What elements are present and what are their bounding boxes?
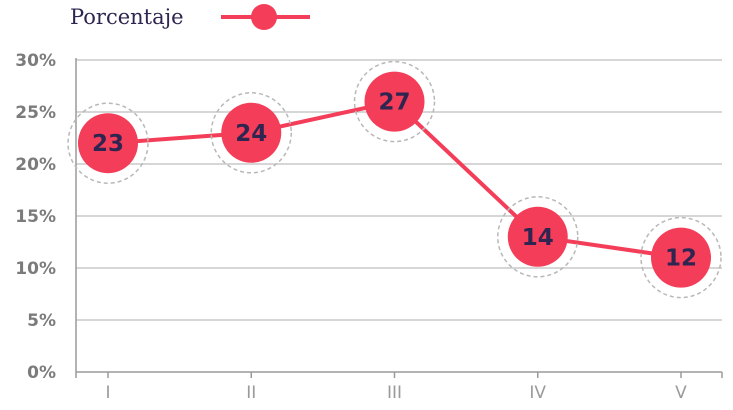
y-tick-label: 15% — [15, 207, 56, 227]
x-tick-label: IV — [529, 383, 546, 403]
y-axis-ticks: 0% 5% 10% 15% 20% 25% 30% — [15, 51, 56, 383]
data-label: 12 — [665, 246, 697, 272]
y-tick-label: 30% — [15, 51, 56, 71]
legend-label: Porcentaje — [70, 5, 184, 29]
y-tick-label: 10% — [15, 259, 56, 279]
series: 23 24 27 14 12 — [67, 60, 722, 299]
point-halo — [640, 216, 722, 299]
x-axis-ticks: I II III IV V — [105, 372, 723, 403]
data-point — [651, 227, 711, 288]
data-point — [221, 102, 282, 163]
y-tick-label: 0% — [27, 363, 56, 383]
axes — [75, 58, 722, 378]
data-point — [507, 206, 568, 267]
x-tick-label: III — [387, 383, 402, 403]
data-label: 24 — [235, 121, 267, 147]
point-halo — [210, 92, 292, 174]
point-halo — [67, 102, 149, 184]
data-label: 27 — [378, 90, 410, 116]
y-tick-label: 20% — [15, 155, 56, 175]
x-tick-label: II — [246, 383, 256, 403]
data-point — [364, 71, 425, 132]
data-point — [78, 113, 138, 174]
y-tick-label: 5% — [27, 311, 56, 331]
legend: Porcentaje — [70, 4, 310, 30]
x-tick-label: V — [675, 383, 687, 403]
x-tick-label: I — [105, 383, 110, 403]
data-label: 23 — [92, 131, 124, 157]
legend-marker — [251, 4, 277, 30]
point-halo — [497, 196, 579, 278]
data-label: 14 — [522, 225, 554, 251]
y-tick-label: 25% — [15, 103, 56, 123]
